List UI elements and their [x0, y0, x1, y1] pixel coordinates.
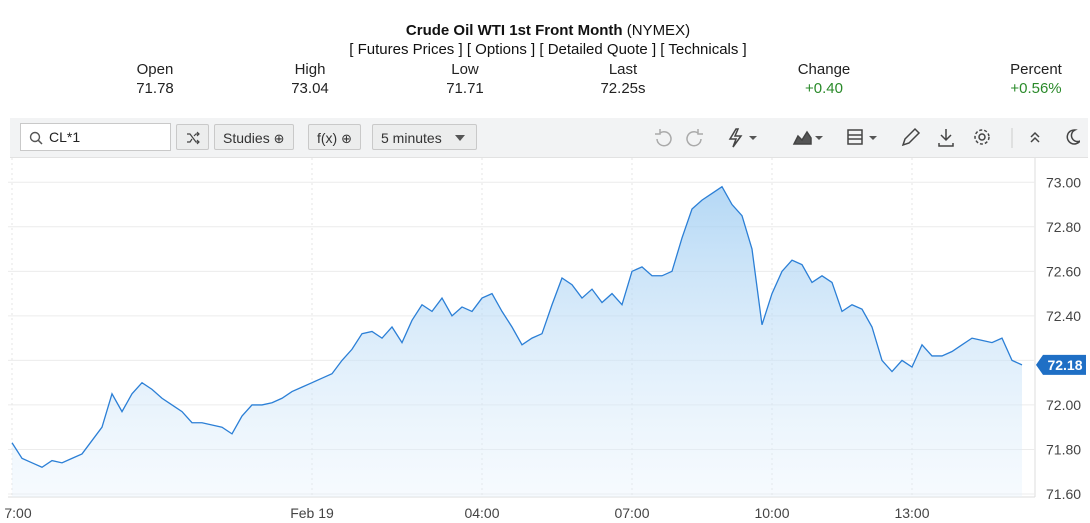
theme-icon[interactable] [1066, 129, 1080, 145]
undo-icon[interactable] [656, 131, 672, 147]
caret [749, 136, 757, 140]
tool-icons [655, 127, 1080, 148]
y-tick-label: 72.40 [1046, 308, 1081, 324]
quote-cell: High 73.04 [250, 60, 370, 98]
quote-cell: Percent +0.56% [976, 60, 1090, 98]
quote-value: 72.25s [600, 80, 646, 97]
x-tick-label: 04:00 [464, 505, 499, 521]
search-icon [29, 131, 43, 145]
redo-arrow [697, 129, 703, 135]
studies-label: Studies [223, 130, 270, 146]
last-price-badge [1036, 354, 1086, 375]
chart-type-icon[interactable] [792, 130, 812, 145]
links: [ Futures Prices ] [ Options ] [ Detaile… [0, 40, 1090, 59]
quote-label: High [294, 61, 326, 78]
quote-value: +0.40 [805, 80, 843, 97]
y-tick-label: 72.00 [1046, 397, 1081, 413]
caret [869, 136, 877, 140]
y-tick-label: 72.60 [1046, 263, 1081, 279]
area-fill [12, 186, 1022, 497]
quote-cell: Change +0.40 [764, 60, 884, 98]
function-button[interactable]: f(x) ⊕ [308, 124, 362, 150]
draw-icon[interactable] [901, 127, 921, 147]
title: Crude Oil WTI 1st Front Month [405, 22, 623, 39]
caret [815, 136, 823, 140]
x-tick-label: 10:00 [754, 505, 789, 521]
quote-value: 73.04 [291, 80, 329, 97]
display-icon[interactable] [847, 129, 863, 145]
y-tick-label: 73.00 [1046, 174, 1081, 190]
quote-label: Change [797, 61, 851, 78]
quote-value: 71.71 [446, 80, 484, 97]
settings-icon[interactable] [978, 133, 986, 141]
quote-label: Open [136, 61, 174, 78]
undo-arrow [655, 129, 661, 135]
quote-value: 71.78 [136, 80, 174, 97]
quote-label: Percent [1010, 61, 1062, 78]
events-icon[interactable] [728, 128, 743, 148]
quote-cell: Low 71.71 [405, 60, 525, 98]
quote-label: Last [608, 61, 638, 78]
shuffle-icon [187, 131, 200, 145]
plus-icon: ⊕ [273, 131, 285, 146]
download-icon[interactable] [938, 129, 954, 147]
price-line [11, 185, 1023, 469]
y-tick-label: 71.80 [1046, 441, 1081, 457]
symbol: CL*1 [49, 129, 81, 145]
x-tick-label: 07:00 [614, 505, 649, 521]
x-tick-label: 13:00 [894, 505, 929, 521]
plus-icon: ⊕ [341, 131, 353, 146]
y-tick-label: 71.60 [1046, 486, 1081, 502]
studies-button[interactable]: Studies ⊕ [214, 124, 294, 150]
collapse-icon[interactable] [1030, 131, 1040, 143]
header-link[interactable]: [ Options ] [466, 41, 536, 58]
interval-select[interactable]: 5 minutes [372, 124, 477, 150]
exchange: (NYMEX) [626, 22, 691, 39]
function-label: f(x) [317, 130, 338, 146]
caret [455, 135, 465, 141]
title-line: Crude Oil WTI 1st Front Month (NYMEX) [0, 21, 1090, 40]
toolbar: CL*1 Studies ⊕ f(x) ⊕ 5 minutes [10, 118, 1088, 158]
redo-icon[interactable] [686, 131, 702, 147]
header-link[interactable]: [ Technicals ] [660, 41, 747, 58]
quote-value: +0.56% [1010, 80, 1062, 97]
x-tick-label: 7:00 [4, 505, 31, 521]
y-tick-label: 72.80 [1046, 219, 1081, 235]
header: Crude Oil WTI 1st Front Month (NYMEX) [ … [0, 21, 1090, 59]
quote-cell: Open 71.78 [95, 60, 215, 98]
quote-label: Low [451, 61, 479, 78]
last-price-label: 72.18 [1047, 357, 1082, 373]
header-link[interactable]: [ Futures Prices ] [349, 41, 463, 58]
compare-button[interactable] [176, 124, 209, 150]
quote-cell: Last 72.25s [563, 60, 683, 98]
header-link[interactable]: [ Detailed Quote ] [539, 41, 657, 58]
x-tick-label: Feb 19 [290, 505, 334, 521]
symbol-search[interactable]: CL*1 [20, 123, 171, 151]
interval-label: 5 minutes [381, 130, 442, 146]
